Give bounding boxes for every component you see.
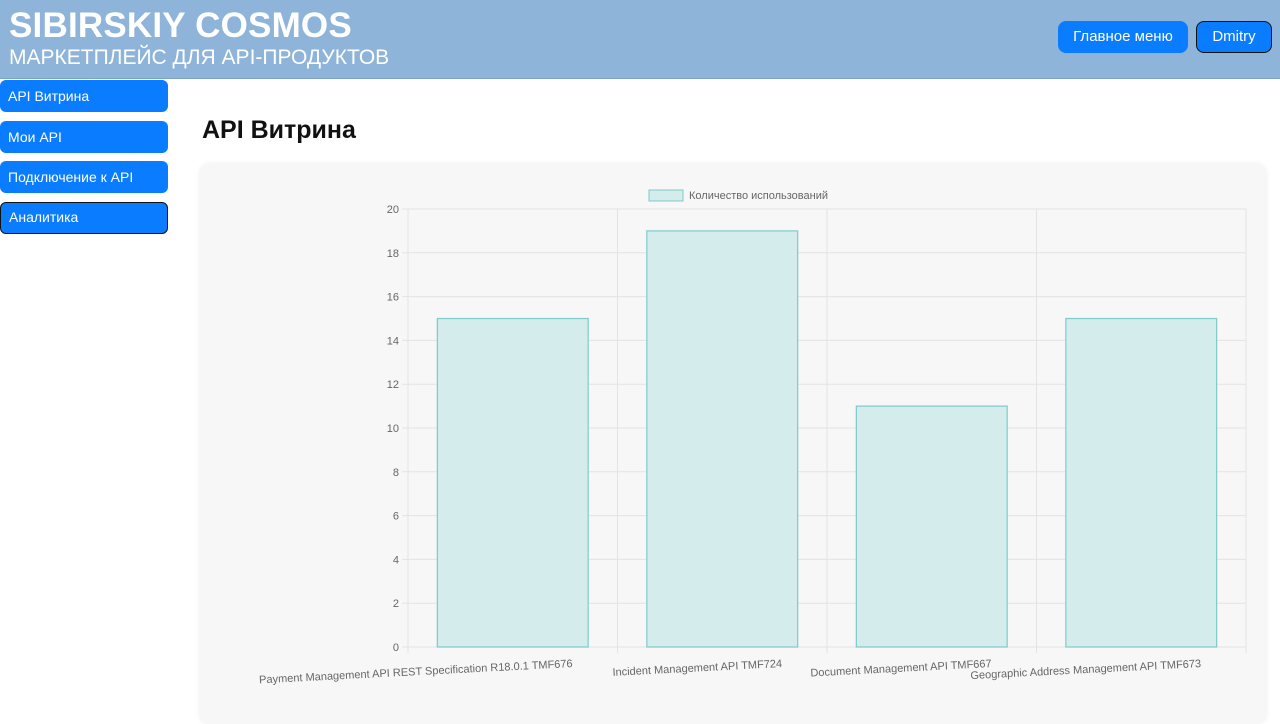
main-menu-button[interactable]: Главное меню — [1058, 21, 1188, 53]
y-tick-label: 10 — [387, 423, 399, 435]
legend-swatch — [648, 189, 684, 202]
sidebar-item-api-connection[interactable]: Подключение к API — [0, 161, 168, 193]
sidebar-item-analytics[interactable]: Аналитика — [0, 202, 168, 234]
usage-bar-chart: 0 2 4 6 8 10 12 14 16 18 20 Количество использовани… — [259, 189, 1247, 686]
y-tick-label: 4 — [393, 554, 399, 566]
y-tick-label: 14 — [387, 335, 399, 347]
app-header: SIBIRSKIY COSMOS МАРКЕТПЛЕЙС ДЛЯ API-ПРО… — [0, 0, 1280, 79]
x-tick-label: Document Management API TMF667 — [810, 658, 992, 679]
x-tick-label: Geographic Address Management API TMF673 — [970, 658, 1201, 682]
bar-4 — [1065, 317, 1218, 648]
y-tick-label: 12 — [387, 379, 399, 391]
chart-card: 0 2 4 6 8 10 12 14 16 18 20 Количество использовани… — [200, 164, 1266, 724]
y-tick-label: 8 — [393, 467, 399, 479]
y-tick-label: 20 — [387, 204, 399, 216]
user-button[interactable]: Dmitry — [1196, 21, 1272, 53]
sidebar-item-my-api[interactable]: Мои API — [0, 121, 168, 153]
y-tick-label: 18 — [387, 248, 399, 260]
y-tick-label: 2 — [393, 598, 399, 610]
y-tick-label: 6 — [393, 511, 399, 523]
x-tick-label: Payment Management API REST Specificatio… — [259, 658, 573, 686]
brand-title: SIBIRSKIY COSMOS — [9, 6, 352, 45]
y-tick-label: 16 — [387, 292, 399, 304]
bar-2 — [646, 230, 799, 648]
sidebar-item-api-showcase[interactable]: API Витрина — [0, 80, 168, 112]
bar-3 — [855, 405, 1008, 648]
brand-subtitle: МАРКЕТПЛЕЙС ДЛЯ API-ПРОДУКТОВ — [9, 46, 390, 69]
page-title: API Витрина — [202, 116, 356, 144]
y-tick-label: 0 — [393, 642, 399, 654]
bar-1 — [436, 317, 589, 648]
x-tick-label: Incident Management API TMF724 — [612, 658, 782, 679]
legend-label: Количество использований — [689, 190, 828, 202]
